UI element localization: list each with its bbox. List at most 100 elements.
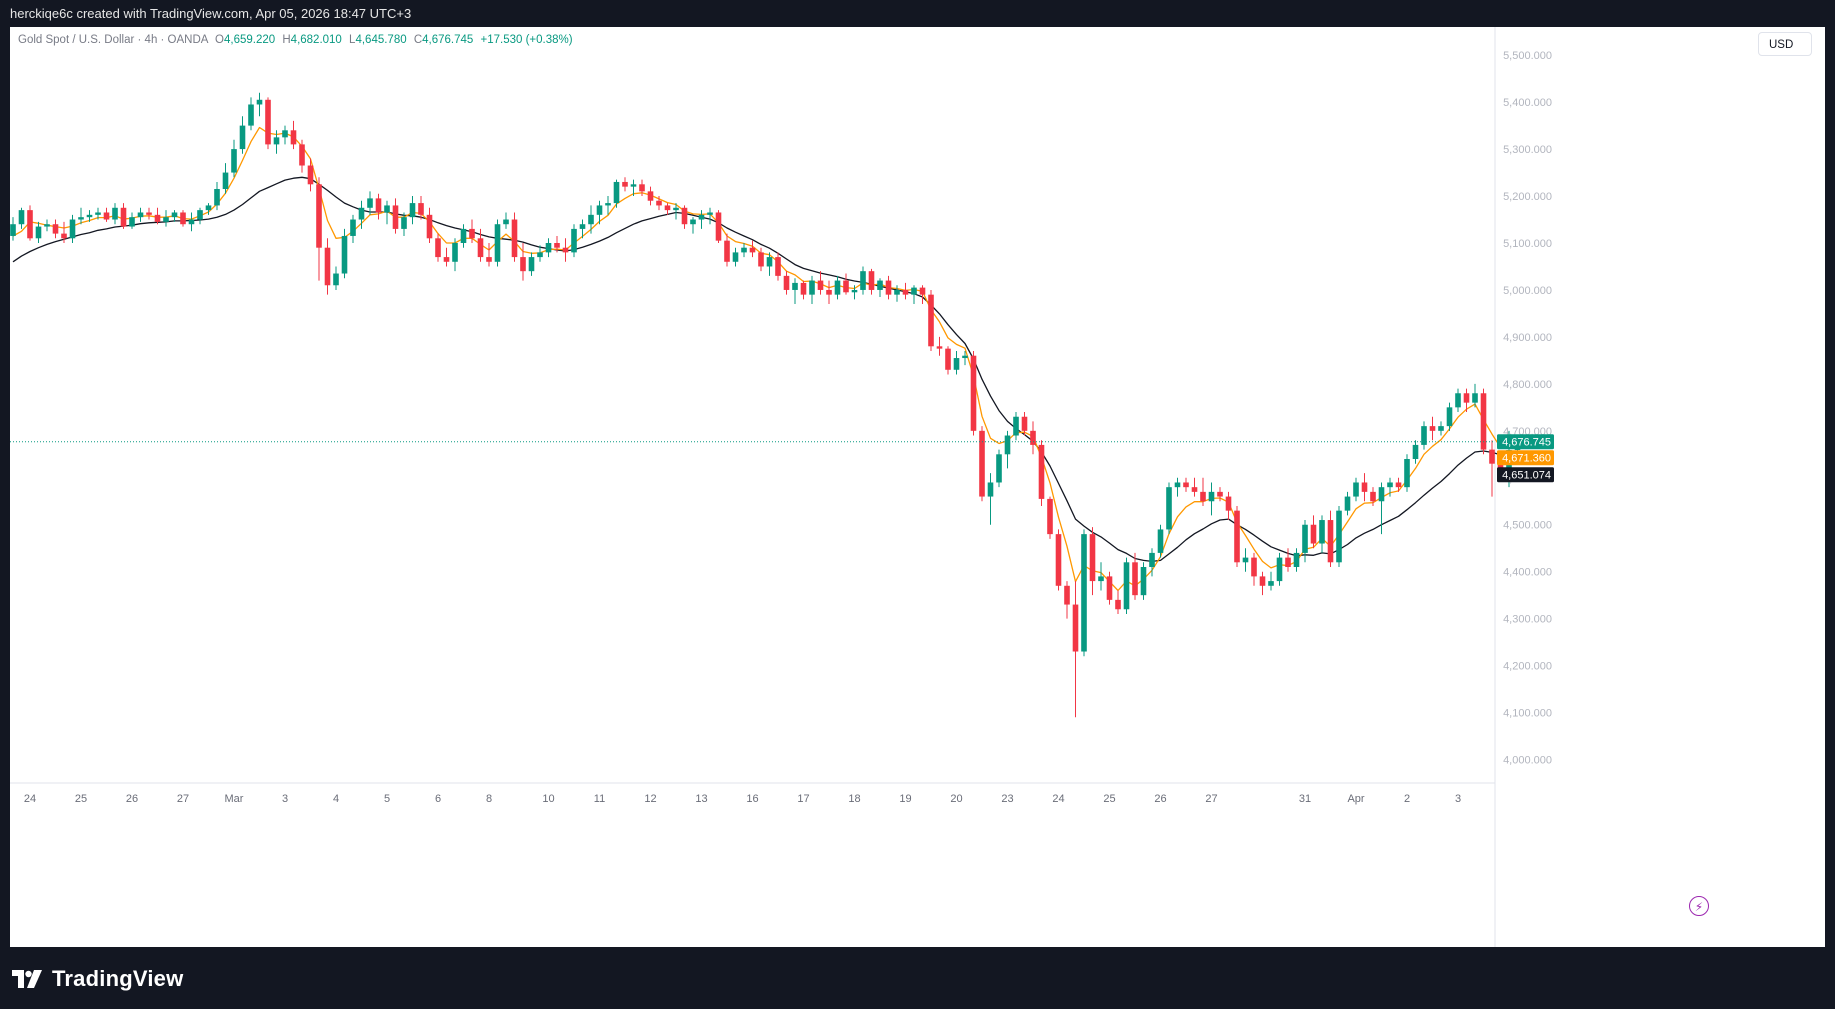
candle-up bbox=[503, 212, 509, 229]
candle-up bbox=[987, 473, 994, 525]
candle-up bbox=[766, 252, 773, 276]
candles-layer bbox=[10, 92, 1521, 718]
candle-down bbox=[307, 158, 314, 192]
candle-down bbox=[316, 177, 322, 281]
candle-up bbox=[197, 207, 203, 225]
candle-body bbox=[613, 181, 620, 204]
chart-panel[interactable]: 5,500.000 5,400.000 5,300.000 5,200.000 5,10… bbox=[10, 27, 1825, 947]
candle-body bbox=[44, 224, 50, 227]
candle-down bbox=[1055, 529, 1062, 591]
candle-body bbox=[1166, 487, 1172, 530]
time-tick-label: 27 bbox=[1205, 793, 1217, 805]
time-tick-label: 12 bbox=[644, 793, 656, 805]
price-tick-label: 5,200.000 bbox=[1503, 191, 1552, 203]
candle-up bbox=[605, 196, 611, 215]
candle-up bbox=[18, 207, 25, 229]
candle-down bbox=[486, 243, 492, 267]
slow-ma-layer bbox=[12, 176, 1518, 563]
candle-body bbox=[1055, 534, 1062, 586]
candle-up bbox=[537, 245, 543, 262]
candle-body bbox=[1251, 557, 1257, 577]
lightning-icon[interactable]: ⚡ bbox=[1689, 896, 1709, 916]
candle-down bbox=[52, 219, 59, 239]
candle-body bbox=[953, 358, 960, 370]
candle-body bbox=[749, 247, 756, 253]
candle-down bbox=[783, 271, 790, 295]
candle-body bbox=[1446, 407, 1453, 427]
candle-body bbox=[690, 219, 696, 225]
fast-ma-layer bbox=[12, 126, 1518, 592]
candle-body bbox=[324, 247, 331, 286]
fast-ma-price-tag: 4,671.360 bbox=[1497, 450, 1554, 466]
candle-body bbox=[741, 247, 747, 253]
candle-up bbox=[579, 219, 586, 239]
symbol-name[interactable]: Gold Spot / U.S. Dollar · 4h · OANDA bbox=[18, 34, 208, 46]
candle-up bbox=[809, 275, 815, 305]
candle-down bbox=[520, 243, 526, 281]
candle-body bbox=[783, 275, 790, 290]
candle-body bbox=[426, 214, 433, 239]
candle-up bbox=[494, 219, 501, 267]
candle-body bbox=[494, 224, 501, 262]
candle-down bbox=[817, 271, 824, 295]
candle-body bbox=[1285, 557, 1291, 567]
candle-up bbox=[1387, 477, 1393, 497]
candle-down bbox=[647, 186, 654, 206]
candle-body bbox=[1174, 482, 1181, 488]
candle-body bbox=[290, 130, 297, 145]
candle-down bbox=[1370, 487, 1376, 506]
candle-body bbox=[27, 210, 33, 239]
time-tick-label: 3 bbox=[1455, 793, 1461, 805]
candle-body bbox=[299, 144, 305, 166]
candle-body bbox=[1191, 487, 1198, 492]
candle-down bbox=[979, 426, 985, 502]
candle-body bbox=[401, 217, 407, 229]
candle-up bbox=[273, 130, 280, 154]
candle-down bbox=[1259, 571, 1266, 596]
close-value: 4,676.745 bbox=[422, 34, 474, 46]
time-axis[interactable]: 24 25 26 27 Mar 3 4 5 6 8 10 11 12 13 16 17 18 19 20 23 24 25… bbox=[24, 793, 1461, 805]
candle-up bbox=[1208, 482, 1215, 516]
candle-up bbox=[1412, 440, 1419, 464]
candle-down bbox=[936, 336, 943, 356]
candle-down bbox=[1183, 477, 1189, 492]
candle-body bbox=[486, 257, 492, 262]
candle-up bbox=[1378, 482, 1385, 535]
price-tick-label: 4,500.000 bbox=[1503, 520, 1552, 532]
candle-body bbox=[800, 282, 807, 295]
candle-body bbox=[1378, 487, 1385, 502]
candle-up bbox=[95, 207, 101, 220]
symbol-legend[interactable]: Gold Spot / U.S. Dollar · 4h · OANDA O4,… bbox=[18, 34, 573, 46]
high-value: 4,682.010 bbox=[290, 34, 342, 46]
candle-up bbox=[1268, 571, 1274, 591]
candle-up bbox=[877, 278, 883, 297]
candle-body bbox=[120, 207, 127, 227]
candle-body bbox=[622, 181, 628, 187]
candle-up bbox=[673, 203, 679, 220]
candle-body bbox=[911, 287, 917, 295]
candle-body bbox=[1344, 496, 1351, 511]
currency-button[interactable]: USD bbox=[1758, 32, 1812, 56]
candle-body bbox=[928, 294, 934, 347]
candlestick-chart[interactable]: 5,500.000 5,400.000 5,300.000 5,200.000 5,10… bbox=[10, 27, 1825, 947]
candle-up bbox=[452, 238, 458, 272]
candle-body bbox=[392, 205, 399, 229]
time-tick-label: 2 bbox=[1404, 793, 1410, 805]
candle-body bbox=[979, 430, 985, 497]
candle-body bbox=[1429, 426, 1436, 431]
candle-up bbox=[256, 92, 263, 117]
candle-body bbox=[1021, 416, 1028, 431]
candle-up bbox=[1404, 454, 1410, 492]
candle-body bbox=[78, 217, 84, 220]
candle-up bbox=[911, 285, 917, 305]
candle-down bbox=[656, 196, 662, 211]
candle-down bbox=[800, 280, 807, 300]
candle-down bbox=[868, 268, 875, 295]
time-tick-label: 11 bbox=[594, 793, 605, 805]
candle-body bbox=[1072, 604, 1079, 652]
candle-down bbox=[1234, 505, 1240, 567]
candle-body bbox=[656, 200, 662, 206]
candle-body bbox=[1327, 520, 1334, 563]
price-axis[interactable]: 5,500.000 5,400.000 5,300.000 5,200.000 5,10… bbox=[1503, 50, 1552, 766]
price-tick-label: 4,300.000 bbox=[1503, 614, 1552, 626]
